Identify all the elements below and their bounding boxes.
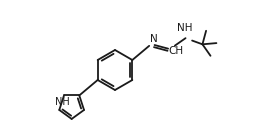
- Text: NH: NH: [55, 97, 69, 107]
- Text: N: N: [150, 34, 158, 44]
- Text: CH: CH: [168, 46, 183, 56]
- Text: NH: NH: [177, 23, 192, 33]
